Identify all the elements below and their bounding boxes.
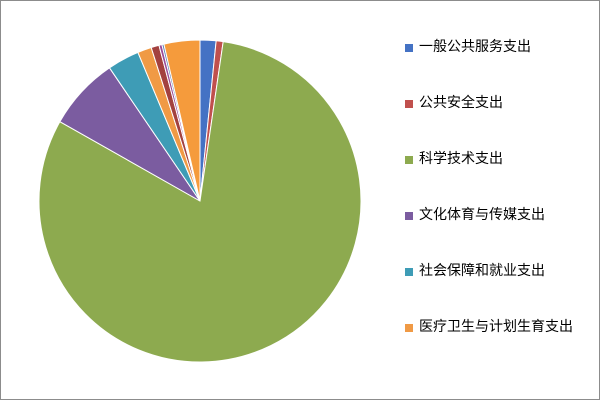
legend-swatch (405, 44, 413, 52)
pie-slice (38, 41, 362, 363)
legend-swatch (405, 212, 413, 220)
legend-swatch (405, 100, 413, 108)
legend-swatch (405, 268, 413, 276)
legend-swatch (405, 156, 413, 164)
legend-label: 社会保障和就业支出 (419, 263, 545, 279)
legend-label: 一般公共服务支出 (419, 39, 531, 55)
legend-label: 公共安全支出 (419, 95, 503, 111)
legend-label: 文化体育与传媒支出 (419, 207, 545, 223)
legend-label: 科学技术支出 (419, 151, 503, 167)
legend-label: 医疗卫生与计划生育支出 (419, 319, 573, 335)
pie-slice (163, 39, 201, 202)
legend-swatch (405, 324, 413, 332)
